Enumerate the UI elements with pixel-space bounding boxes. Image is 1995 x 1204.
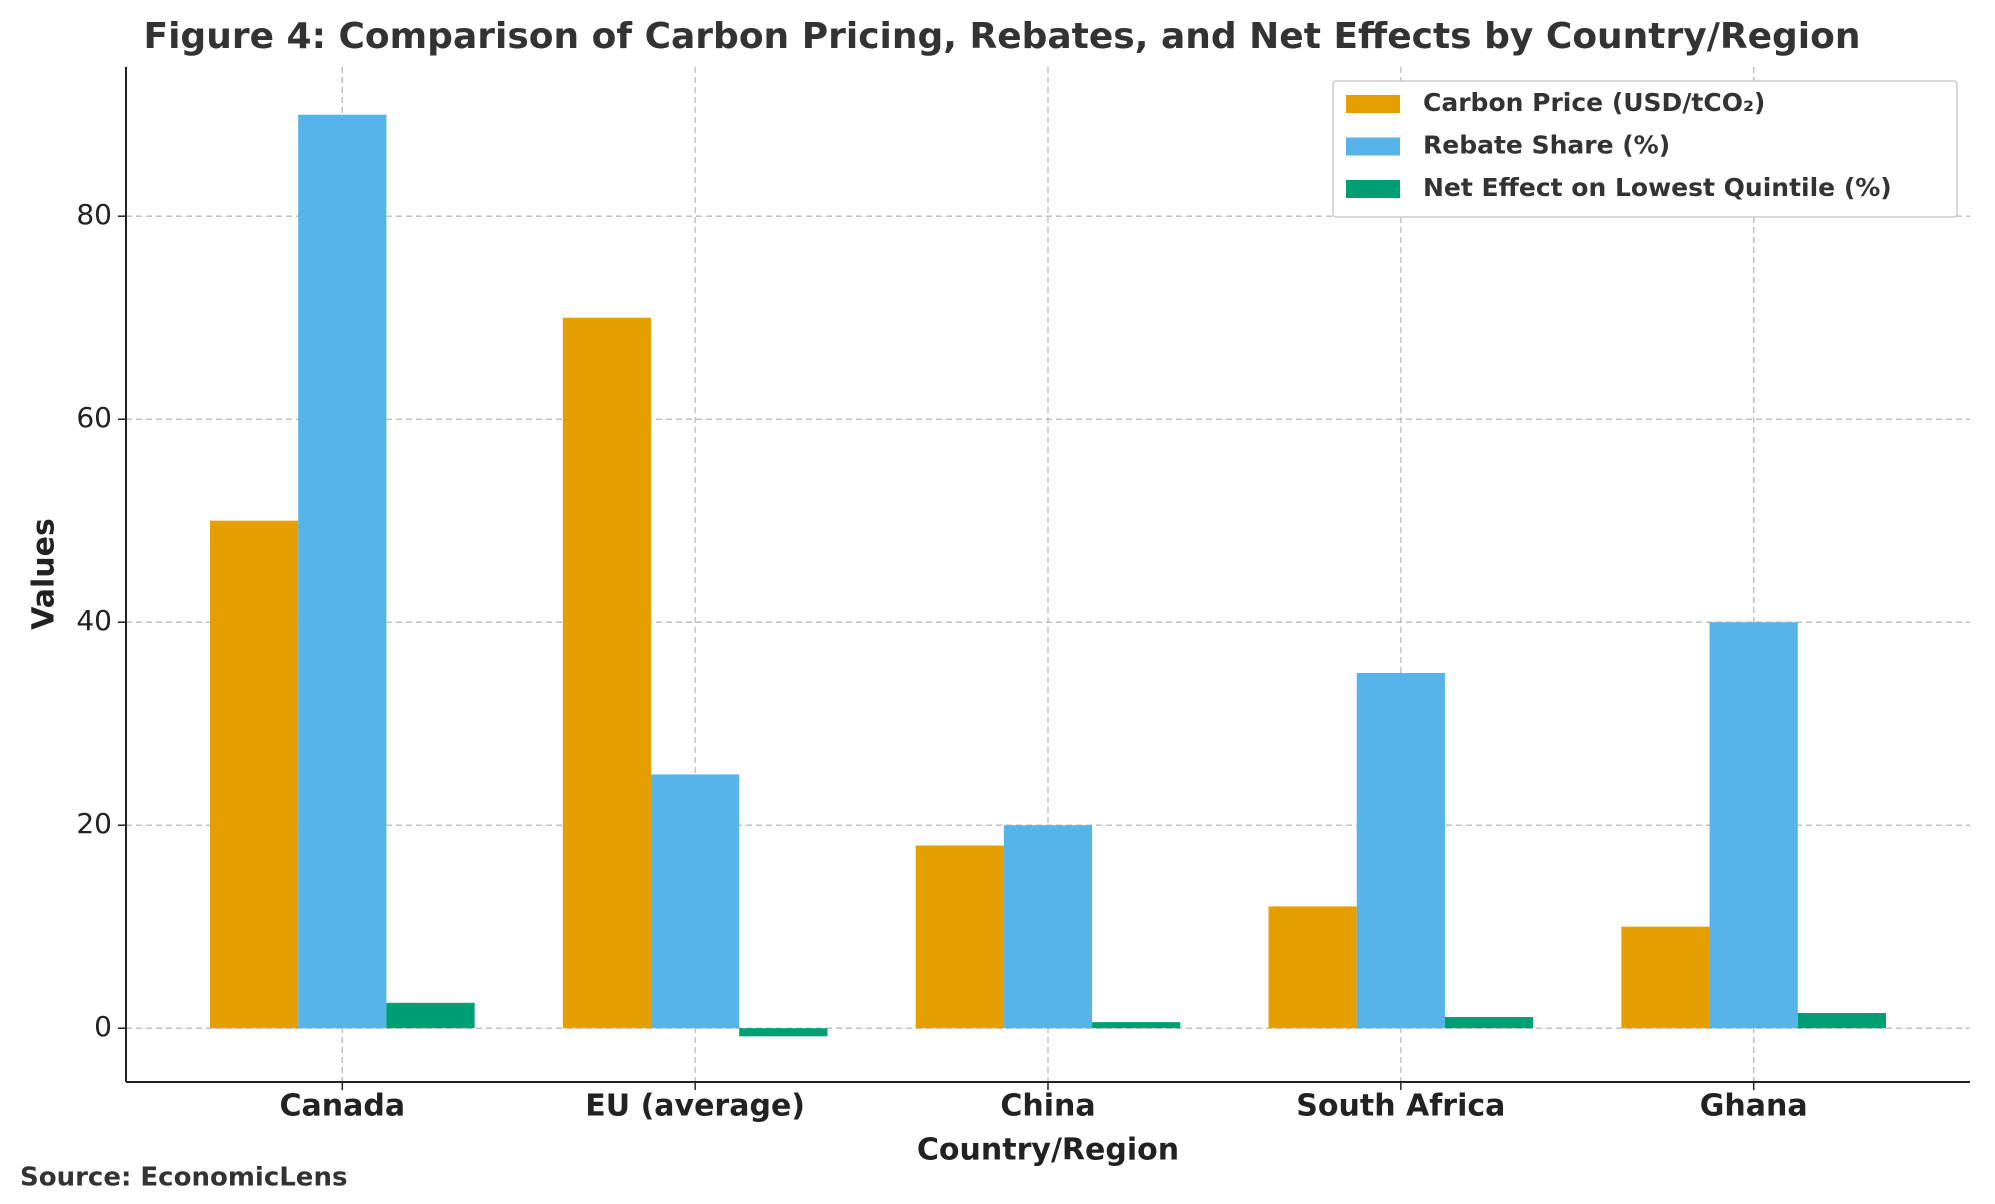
bar xyxy=(651,774,740,1029)
legend-swatch xyxy=(1346,95,1400,113)
x-tick-label: Ghana xyxy=(1700,1089,1808,1124)
legend-label: Rebate Share (%) xyxy=(1423,131,1670,160)
x-axis-label: Country/Region xyxy=(917,1133,1179,1168)
bar xyxy=(1356,672,1445,1029)
legend-box xyxy=(1332,80,1958,218)
bar xyxy=(1268,906,1357,1029)
bar xyxy=(739,1028,828,1037)
x-tick-label: Canada xyxy=(280,1089,406,1124)
y-axis-label: Values xyxy=(27,518,62,630)
bar xyxy=(298,114,387,1029)
bar xyxy=(915,845,1004,1029)
bar xyxy=(386,1002,475,1029)
bar xyxy=(1709,622,1798,1029)
x-tick-label: China xyxy=(1000,1089,1095,1124)
x-tick-label: EU (average) xyxy=(585,1089,805,1124)
y-tick-label: 60 xyxy=(76,401,112,434)
bar xyxy=(562,317,652,1029)
bar xyxy=(209,520,299,1029)
source: Source: EconomicLens xyxy=(20,1163,347,1193)
y-tick-label: 80 xyxy=(76,198,112,231)
chart-title: Figure 4: Comparison of Carbon Pricing, … xyxy=(144,16,1861,57)
y-tick-label: 0 xyxy=(94,1010,112,1043)
bar xyxy=(1797,1012,1887,1029)
bar xyxy=(1444,1017,1534,1029)
y-tick-label: 20 xyxy=(76,807,112,840)
bar xyxy=(1621,926,1710,1029)
bar xyxy=(1092,1022,1181,1029)
y-tick-label: 40 xyxy=(76,604,112,637)
x-tick-label: South Africa xyxy=(1296,1089,1505,1124)
legend-label: Carbon Price (USD/tCO₂) xyxy=(1423,88,1765,117)
legend-swatch xyxy=(1346,137,1400,156)
legend-swatch xyxy=(1346,180,1400,198)
bar xyxy=(1003,825,1093,1029)
legend-label: Net Effect on Lowest Quintile (%) xyxy=(1423,173,1892,202)
